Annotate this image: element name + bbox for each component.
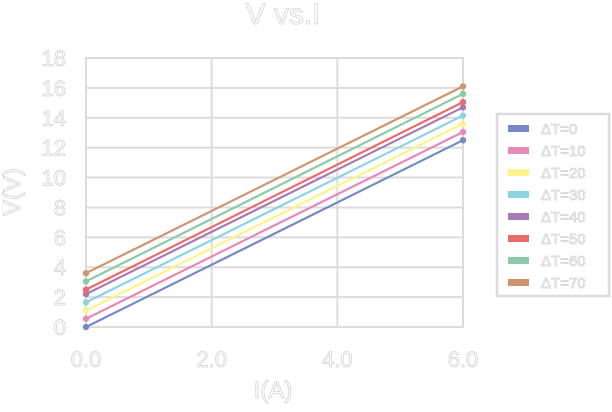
y-tick-label: 6 (54, 225, 66, 250)
series-line (85, 122, 464, 312)
data-point (459, 83, 467, 90)
data-point (82, 270, 90, 277)
y-tick-label: 4 (54, 255, 66, 280)
y-tick-label: 14 (42, 106, 66, 131)
data-point (459, 90, 467, 98)
data-point (459, 112, 467, 119)
y-tick-label: 16 (42, 76, 66, 101)
y-tick-label: 18 (42, 46, 66, 71)
data-point (459, 98, 467, 106)
legend-swatch (508, 147, 529, 154)
legend-swatch (508, 279, 529, 286)
legend-swatch (508, 235, 529, 242)
legend-label: ΔT=70 (541, 275, 586, 292)
y-tick-label: 12 (42, 136, 66, 161)
series-line (85, 92, 464, 283)
legend-swatch (508, 191, 529, 198)
series-line (85, 114, 464, 304)
legend-swatch (508, 125, 529, 132)
series-line (85, 130, 464, 320)
legend-label: ΔT=20 (541, 165, 586, 182)
y-ticks: 0 2 4 6 8 10 12 14 16 18 (41, 46, 66, 341)
y-tick-label: 8 (54, 195, 66, 220)
x-ticks: 0.0 2.0 4.0 6.0 (70, 347, 479, 373)
chart-title: V vs.I (245, 0, 320, 31)
data-point (459, 128, 467, 136)
data-point (82, 290, 90, 298)
x-tick-label: 2.0 (196, 347, 227, 372)
x-tick-label: 4.0 (322, 347, 353, 372)
legend-swatch (508, 257, 529, 264)
data-point (82, 286, 90, 293)
legend-label: ΔT=60 (541, 253, 586, 270)
plot-frame (85, 57, 464, 328)
data-point (82, 278, 90, 285)
x-tick-label: 0.0 (71, 347, 102, 372)
y-axis-label: V(V) (0, 168, 26, 216)
series-line (85, 139, 464, 328)
data-point (82, 315, 90, 322)
data-point (459, 136, 467, 144)
series-line (85, 85, 464, 275)
legend: ΔT=0 ΔT=10 ΔT=20 ΔT=30 ΔT=40 ΔT=50 ΔT=60 ΔT=70 (508, 121, 586, 292)
legend-label: ΔT=40 (541, 209, 586, 226)
data-point (82, 299, 90, 306)
legend-label: ΔT=10 (541, 143, 586, 160)
data-point (82, 323, 90, 331)
x-axis-label: I(A) (254, 377, 293, 404)
data-point (459, 104, 467, 111)
data-point (459, 120, 467, 127)
series-group (82, 83, 467, 331)
legend-swatch (508, 213, 529, 220)
data-point (82, 307, 90, 314)
x-tick-label: 6.0 (448, 347, 479, 372)
y-tick-label: 10 (42, 166, 66, 191)
y-tick-label: 2 (54, 285, 66, 310)
y-tick-label: 0 (54, 315, 66, 340)
legend-label: ΔT=50 (541, 231, 586, 248)
grid (85, 57, 464, 328)
series-line (85, 106, 464, 296)
legend-swatch (508, 169, 529, 176)
series-line (85, 101, 464, 291)
legend-label: ΔT=30 (541, 187, 586, 204)
legend-label: ΔT=0 (541, 121, 577, 138)
legend-box (495, 112, 611, 298)
